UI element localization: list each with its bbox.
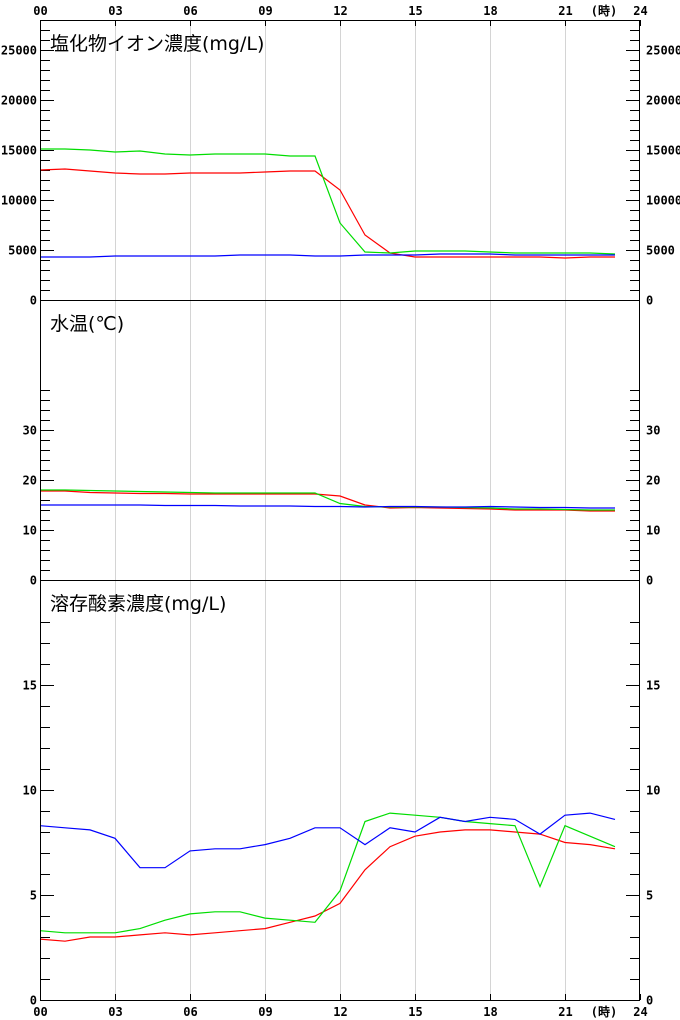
panel-1-ytick-label-left: 30 bbox=[23, 424, 37, 438]
panel-2-series-2-line bbox=[39, 812, 616, 869]
xtick-label-bottom: 00 bbox=[33, 1005, 47, 1019]
x-unit-label-bottom: (時) bbox=[591, 1004, 617, 1019]
panel-2-ytick-label-left: 15 bbox=[23, 679, 37, 693]
panel-0-ytick-label-right: 25000 bbox=[646, 44, 680, 58]
panel-0-ytick-label-right: 15000 bbox=[646, 144, 680, 158]
panel-0-series-2-line bbox=[40, 253, 615, 258]
panel-0-ytick-label-right: 0 bbox=[646, 294, 653, 308]
xtick-label-top: 21 bbox=[558, 4, 572, 18]
panel-0-ytick-label-left: 5000 bbox=[8, 244, 37, 258]
panel-1-ytick-label-right: 0 bbox=[646, 574, 653, 588]
panel-0-ytick-label-left: 10000 bbox=[1, 194, 37, 208]
panel-2-ytick-label-right: 15 bbox=[646, 679, 660, 693]
panel-2-ytick-label-right: 5 bbox=[646, 889, 653, 903]
panel-1-series-2-line bbox=[40, 504, 615, 509]
panel-1-title: 水温(℃) bbox=[50, 313, 124, 335]
panel-0-ytick-label-right: 10000 bbox=[646, 194, 680, 208]
panel-2-title: 溶存酸素濃度(mg/L) bbox=[50, 593, 226, 615]
panel-0-ytick-label-right: 5000 bbox=[646, 244, 675, 258]
panel-0-ytick-label-left: 15000 bbox=[1, 144, 37, 158]
panel-2-series-0-line bbox=[39, 829, 616, 942]
panel-2-ytick-label-right: 0 bbox=[646, 994, 653, 1008]
xtick-label-top: 24 bbox=[633, 4, 647, 18]
panel-1-ytick-label-left: 20 bbox=[23, 474, 37, 488]
panel-0-ytick-label-left: 20000 bbox=[1, 94, 37, 108]
panel-0-ytick-label-right: 20000 bbox=[646, 94, 680, 108]
panel-1-series-0-line bbox=[40, 490, 615, 512]
xtick-label-bottom: 06 bbox=[183, 1005, 197, 1019]
panel-1-ytick-label-right: 30 bbox=[646, 424, 660, 438]
panel-0-ytick-label-left: 25000 bbox=[1, 44, 37, 58]
panel-1-ytick-label-right: 10 bbox=[646, 524, 660, 538]
panel-2-ytick-label-left: 0 bbox=[30, 994, 37, 1008]
xtick-label-bottom: 03 bbox=[108, 1005, 122, 1019]
xtick-label-top: 12 bbox=[333, 4, 347, 18]
panel-1-ytick-label-right: 20 bbox=[646, 474, 660, 488]
xtick-label-top: 06 bbox=[183, 4, 197, 18]
panel-0-series-0-line bbox=[39, 168, 615, 259]
xtick-label-top: 00 bbox=[33, 4, 47, 18]
panel-0-title: 塩化物イオン濃度(mg/L) bbox=[50, 33, 264, 55]
xtick-label-top: 18 bbox=[483, 4, 497, 18]
panel-0-ytick-label-left: 0 bbox=[30, 294, 37, 308]
panel-1-ytick-label-left: 10 bbox=[23, 524, 37, 538]
xtick-label-bottom: 15 bbox=[408, 1005, 422, 1019]
xtick-label-bottom: 21 bbox=[558, 1005, 572, 1019]
xtick-label-bottom: 18 bbox=[483, 1005, 497, 1019]
panel-1-ytick-label-left: 0 bbox=[30, 574, 37, 588]
xtick-label-top: 15 bbox=[408, 4, 422, 18]
xtick-label-top: 09 bbox=[258, 4, 272, 18]
xtick-label-top: 03 bbox=[108, 4, 122, 18]
panel-2-ytick-label-right: 10 bbox=[646, 784, 660, 798]
panel-1-series-1-line bbox=[40, 489, 615, 511]
panel-0-series-1-line bbox=[40, 148, 616, 255]
xtick-label-bottom: 09 bbox=[258, 1005, 272, 1019]
panel-2-ytick-label-left: 10 bbox=[23, 784, 37, 798]
x-unit-label-top: (時) bbox=[591, 3, 617, 18]
panel-2-ytick-label-left: 5 bbox=[30, 889, 37, 903]
xtick-label-bottom: 24 bbox=[633, 1005, 647, 1019]
panel-2-series-1-line bbox=[39, 812, 616, 934]
xtick-label-bottom: 12 bbox=[333, 1005, 347, 1019]
